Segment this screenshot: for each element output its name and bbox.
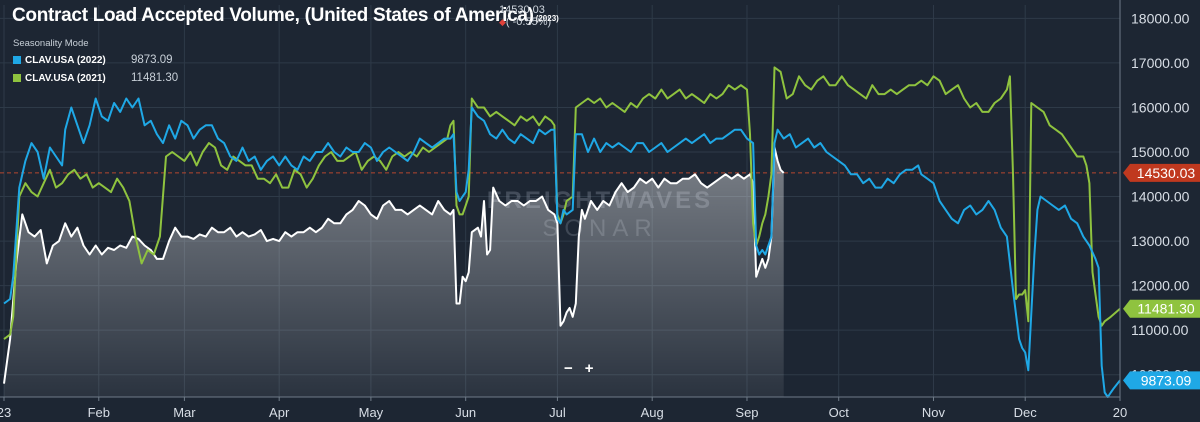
chart-title: Contract Load Accepted Volume, (United S… [12, 5, 534, 26]
x-tick-label: Apr [269, 405, 290, 420]
chart-header: Contract Load Accepted Volume, (United S… [12, 5, 559, 27]
y-tick-label: 16000.00 [1131, 99, 1190, 115]
last-value-badge [1123, 299, 1200, 318]
legend: CLAV.USA (2022) 9873.09 CLAV.USA (2021) … [13, 51, 178, 87]
y-tick-label: 12000.00 [1131, 278, 1190, 294]
y-tick-label: 13000.00 [1131, 233, 1190, 249]
last-value-label: 9873.09 [1141, 372, 1192, 388]
x-tick-label: Dec [1014, 405, 1038, 420]
x-tick-label: Mar [173, 405, 196, 420]
legend-swatch-2022 [13, 56, 21, 64]
percent-change: ( -0.55%) [505, 16, 552, 28]
zoom-controls: − + [564, 360, 594, 377]
last-value-label: 11481.30 [1137, 301, 1195, 317]
legend-series-value: 11481.30 [131, 72, 179, 84]
x-tick-label: 20 [1113, 405, 1127, 420]
last-value-badge [1123, 163, 1200, 182]
series-line-2023 [3, 146, 785, 384]
last-value-badge [1123, 371, 1200, 390]
y-tick-label: 18000.00 [1131, 10, 1190, 26]
current-value-box: 14530.03 ◆( -0.55%) [499, 4, 551, 28]
y-tick-label: 11000.00 [1131, 322, 1189, 338]
series-line-2021 [3, 66, 1121, 340]
last-value-markers: 14530.03 9873.09 11481.30 [1123, 163, 1200, 390]
legend-series-name: CLAV.USA (2022) [25, 54, 106, 66]
legend-series-name: CLAV.USA (2021) [25, 72, 106, 84]
down-dot-icon: ◆ [499, 17, 506, 27]
x-tick-label: Jul [549, 405, 566, 420]
x-tick-label: Aug [641, 405, 664, 420]
y-tick-label: 15000.00 [1131, 144, 1190, 160]
x-tick-label: Oct [829, 405, 850, 420]
x-tick-label: Feb [88, 405, 110, 420]
year-badge: (2023) [535, 14, 559, 23]
legend-swatch-2021 [13, 74, 21, 82]
x-tick-label: May [359, 405, 384, 420]
x-tick-label: Nov [922, 405, 946, 420]
current-value: 14530.03 [499, 4, 545, 16]
x-tick-label: 23 [0, 405, 11, 420]
y-tick-label: 17000.00 [1131, 55, 1190, 71]
legend-item-2022[interactable]: CLAV.USA (2022) 9873.09 [13, 51, 178, 69]
series [3, 66, 1121, 398]
seasonality-mode-label: Seasonality Mode [13, 38, 89, 49]
zoom-out-button[interactable]: − [564, 360, 573, 377]
x-tick-label: Jun [455, 405, 476, 420]
zoom-in-button[interactable]: + [584, 360, 594, 377]
x-tick-label: Sep [735, 405, 758, 420]
series-line-2022 [3, 97, 1121, 398]
legend-item-2021[interactable]: CLAV.USA (2021) 11481.30 [13, 69, 178, 87]
y-tick-label: 14000.00 [1131, 189, 1190, 205]
legend-series-value: 9873.09 [131, 54, 173, 66]
last-value-label: 14530.03 [1137, 165, 1196, 181]
